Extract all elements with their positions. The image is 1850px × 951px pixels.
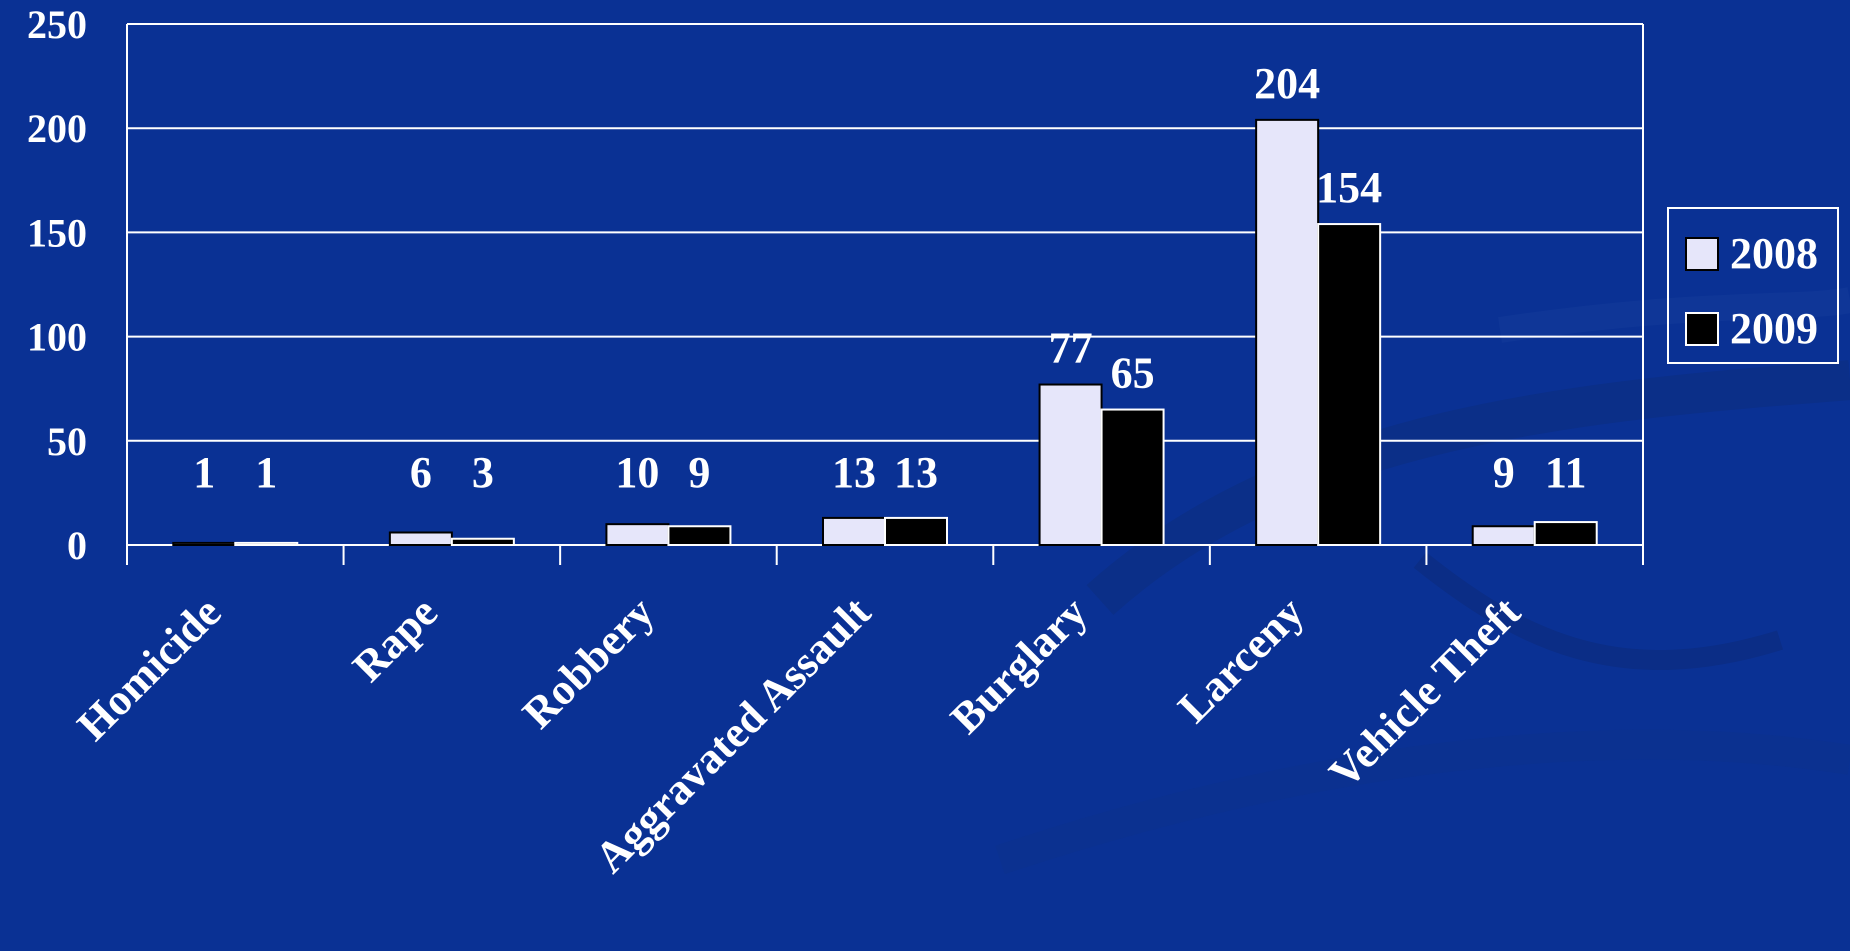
bar-2009-0 <box>234 541 299 547</box>
x-tick-label: Larceny <box>1169 587 1314 732</box>
data-label: 154 <box>1316 163 1382 212</box>
bar-2008-2 <box>605 523 670 546</box>
data-label: 3 <box>472 448 494 497</box>
bar-2008-6 <box>1471 525 1536 547</box>
data-label: 1 <box>193 448 215 497</box>
x-tick-label: Robbery <box>513 587 663 737</box>
bars <box>172 118 1598 547</box>
bar-2008-5 <box>1255 118 1320 546</box>
bar-2009-1 <box>450 537 515 546</box>
bar-2009-6 <box>1533 521 1598 546</box>
data-label: 10 <box>615 448 659 497</box>
data-label: 65 <box>1111 349 1155 398</box>
bar-2008-4 <box>1038 383 1103 547</box>
bar-2009-4 <box>1100 408 1165 547</box>
legend: 2008 2009 <box>1667 207 1839 364</box>
y-tick-label: 50 <box>47 419 87 464</box>
bar-2008-3 <box>822 516 886 547</box>
bar-2009-3 <box>884 516 948 547</box>
data-label: 1 <box>255 448 277 497</box>
legend-swatch-2008 <box>1685 237 1719 271</box>
bar-2009-5 <box>1317 223 1382 546</box>
legend-label-2008: 2008 <box>1730 229 1818 278</box>
data-label: 77 <box>1049 324 1093 373</box>
bar-2008-0 <box>172 541 237 547</box>
data-label: 9 <box>1493 448 1515 497</box>
legend-label-2009: 2009 <box>1730 304 1818 353</box>
legend-swatch-2009 <box>1685 312 1719 346</box>
y-tick-label: 100 <box>27 315 87 360</box>
y-tick-label: 0 <box>67 523 87 568</box>
x-tick-label: Vehicle Theft <box>1320 587 1530 797</box>
data-label: 13 <box>894 448 938 497</box>
data-label: 6 <box>410 448 432 497</box>
bar-2008-1 <box>388 531 453 546</box>
gridlines <box>127 23 1643 546</box>
data-label: 9 <box>688 448 710 497</box>
data-label: 13 <box>832 448 876 497</box>
bar-2009-2 <box>667 525 732 547</box>
x-tick-label: Homicide <box>68 587 231 750</box>
y-tick-label: 250 <box>27 2 87 47</box>
y-tick-label: 150 <box>27 210 87 255</box>
data-labels: 1 1 6 3 10 9 13 13 77 65 204 154 9 11 <box>193 59 1586 497</box>
x-tick-label: Burglary <box>941 587 1097 743</box>
legend-box <box>1667 207 1839 364</box>
y-tick-label: 200 <box>27 106 87 151</box>
x-tick-label: Rape <box>343 587 447 691</box>
data-label: 204 <box>1254 59 1320 108</box>
data-label: 11 <box>1545 448 1587 497</box>
